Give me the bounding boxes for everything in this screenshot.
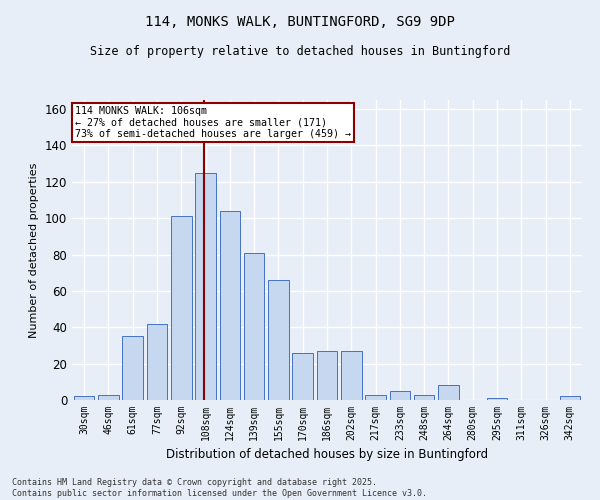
Y-axis label: Number of detached properties: Number of detached properties — [29, 162, 39, 338]
Text: Contains HM Land Registry data © Crown copyright and database right 2025.
Contai: Contains HM Land Registry data © Crown c… — [12, 478, 427, 498]
Text: 114 MONKS WALK: 106sqm
← 27% of detached houses are smaller (171)
73% of semi-de: 114 MONKS WALK: 106sqm ← 27% of detached… — [74, 106, 350, 139]
Bar — [414, 394, 434, 400]
Bar — [341, 351, 362, 400]
Bar — [292, 352, 313, 400]
Bar — [560, 396, 580, 400]
Bar — [195, 172, 216, 400]
Bar — [146, 324, 167, 400]
Bar — [171, 216, 191, 400]
Bar — [365, 394, 386, 400]
Bar — [389, 391, 410, 400]
Bar — [98, 394, 119, 400]
Bar — [220, 211, 240, 400]
Text: Size of property relative to detached houses in Buntingford: Size of property relative to detached ho… — [90, 45, 510, 58]
Bar — [487, 398, 508, 400]
Bar — [317, 351, 337, 400]
Bar — [244, 252, 265, 400]
Bar — [268, 280, 289, 400]
Bar — [122, 336, 143, 400]
Bar — [74, 396, 94, 400]
X-axis label: Distribution of detached houses by size in Buntingford: Distribution of detached houses by size … — [166, 448, 488, 462]
Bar — [438, 386, 459, 400]
Text: 114, MONKS WALK, BUNTINGFORD, SG9 9DP: 114, MONKS WALK, BUNTINGFORD, SG9 9DP — [145, 15, 455, 29]
